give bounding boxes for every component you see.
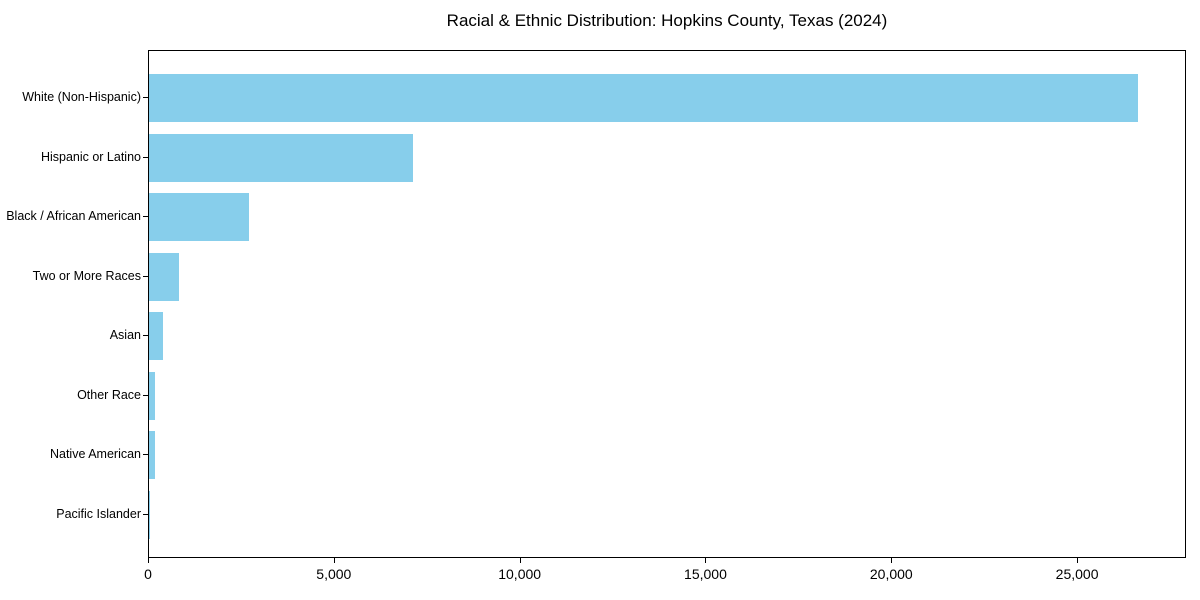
y-tick-label-hispanic-or-latino: Hispanic or Latino bbox=[40, 149, 141, 164]
y-tick-label-black-african-american: Black / African American bbox=[6, 209, 141, 224]
y-tick-mark bbox=[143, 513, 148, 515]
x-tick-label-20000: 20,000 bbox=[869, 566, 913, 582]
bar-two-or-more-races bbox=[149, 252, 180, 301]
y-tick-mark bbox=[143, 216, 148, 218]
x-tick-label-0: 0 bbox=[144, 566, 152, 582]
y-tick-mark bbox=[143, 394, 148, 396]
y-tick-mark bbox=[143, 454, 148, 456]
x-tick-label-15000: 15,000 bbox=[684, 566, 727, 582]
y-tick-label-asian: Asian bbox=[109, 328, 141, 343]
y-tick-mark bbox=[143, 335, 148, 337]
x-tick-mark bbox=[519, 558, 521, 563]
y-tick-label-other-race: Other Race bbox=[77, 387, 141, 402]
chart-title: Racial & Ethnic Distribution: Hopkins Co… bbox=[446, 11, 888, 30]
bar-other-race bbox=[149, 371, 156, 420]
bar-white-non-hispanic bbox=[149, 74, 1138, 122]
y-tick-mark bbox=[143, 156, 148, 158]
bar-asian bbox=[149, 312, 164, 361]
x-tick-mark bbox=[1077, 558, 1079, 563]
y-tick-label-two-or-more-races: Two or More Races bbox=[32, 268, 141, 283]
bar-pacific-islander bbox=[149, 490, 150, 539]
y-tick-label-white-non-hispanic: White (Non-Hispanic) bbox=[22, 90, 141, 104]
plot-area bbox=[148, 50, 1186, 558]
bar-black-african-american bbox=[149, 193, 249, 242]
y-tick-label-pacific-islander: Pacific Islander bbox=[56, 506, 141, 521]
y-tick-mark bbox=[143, 275, 148, 277]
bar-native-american bbox=[149, 431, 155, 480]
x-tick-label-25000: 25,000 bbox=[1055, 566, 1099, 582]
x-tick-label-10000: 10,000 bbox=[498, 566, 542, 582]
y-tick-label-native-american: Native American bbox=[49, 447, 141, 462]
x-tick-label-5000: 5,000 bbox=[316, 566, 352, 582]
x-tick-mark bbox=[333, 558, 335, 563]
x-tick-mark bbox=[705, 558, 707, 563]
bar-hispanic-or-latino bbox=[149, 133, 413, 182]
y-tick-mark bbox=[143, 97, 148, 98]
x-tick-mark bbox=[148, 558, 149, 563]
x-tick-mark bbox=[891, 558, 893, 563]
